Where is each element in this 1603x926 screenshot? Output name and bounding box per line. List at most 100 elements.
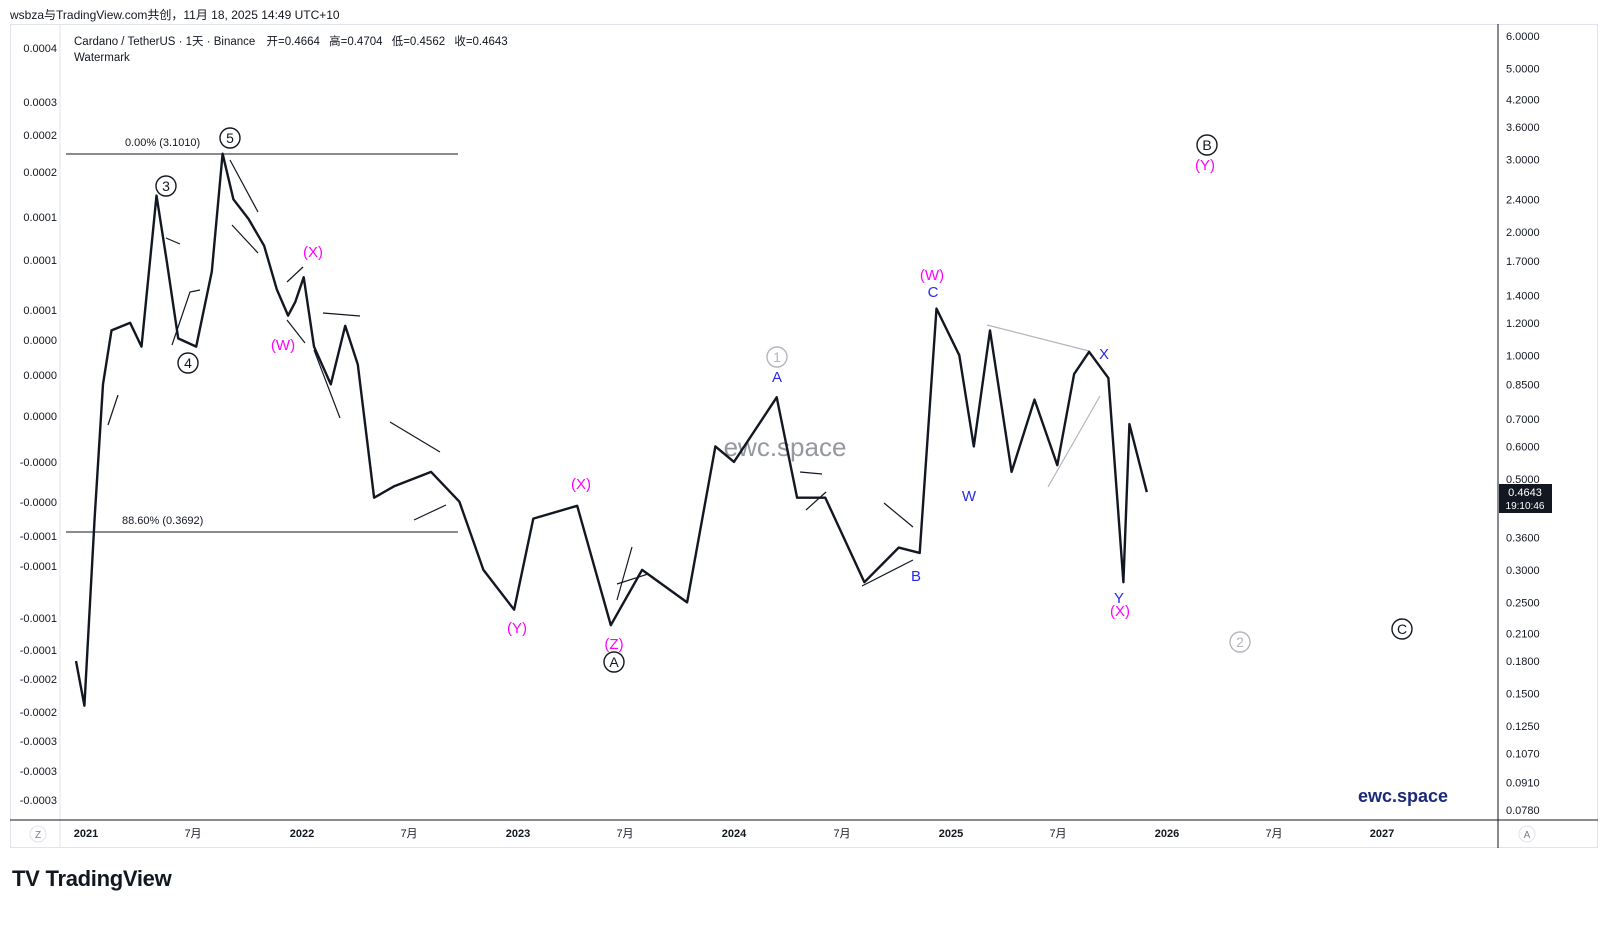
- wave-label-9: 1: [773, 349, 781, 365]
- gray-trendlines[interactable]: [986, 324, 1101, 488]
- left-axis-tick-16: -0.0002: [20, 674, 57, 686]
- right-axis-tick-4: 3.0000: [1506, 155, 1540, 167]
- right-axis-tick-19: 0.1800: [1506, 656, 1540, 668]
- wave-label-6: (X): [571, 476, 591, 493]
- trendline: [231, 224, 259, 254]
- time-axis-tick-11: 7月: [1265, 828, 1282, 840]
- left-axis-tick-20: -0.0003: [20, 795, 57, 807]
- wave-label-circle-1: [177, 352, 199, 374]
- gray-trendline: [986, 324, 1090, 352]
- left-price-axis[interactable]: 0.0004 0.0003 0.0002 0.0002 0.0001 0.0001 0.00…: [20, 43, 57, 807]
- trendline: [286, 319, 306, 344]
- left-axis-tick-0: 0.0004: [23, 43, 57, 55]
- gray-trendline: [1047, 395, 1101, 488]
- left-axis-tick-13: -0.0001: [20, 561, 57, 573]
- legend-close-label: 收: [454, 34, 466, 48]
- right-axis-tick-9: 1.2000: [1506, 318, 1540, 330]
- left-axis-tick-2: 0.0002: [23, 130, 57, 142]
- trendline: [313, 349, 341, 419]
- legend-low-value: =0.4562: [403, 36, 445, 48]
- wave-label-18: B: [1202, 137, 1211, 153]
- tradingview-logo[interactable]: TV TradingView: [12, 866, 172, 892]
- share-caption: wsbza与TradingView.com共创，11月 18, 2025 14:…: [10, 8, 340, 22]
- wave-label-5: (Y): [507, 620, 527, 637]
- time-axis-tick-10: 2026: [1155, 828, 1179, 840]
- wave-label-circle-21: [1391, 618, 1413, 640]
- wedge-drawings[interactable]: [107, 159, 914, 601]
- chart-frame: [10, 24, 1598, 848]
- wave-label-circle-18: [1196, 134, 1218, 156]
- wave-label-16: Y: [1114, 590, 1124, 607]
- left-axis-tick-19: -0.0003: [20, 766, 57, 778]
- right-axis-tick-23: 0.0910: [1506, 778, 1540, 790]
- right-axis-tick-15: 0.3600: [1506, 532, 1540, 544]
- left-axis-tick-17: -0.0002: [20, 707, 57, 719]
- right-axis-tick-1: 5.0000: [1506, 64, 1540, 76]
- left-axis-tick-3: 0.0002: [23, 167, 57, 179]
- trendline: [413, 504, 447, 521]
- time-axis-tick-4: 2023: [506, 828, 530, 840]
- right-axis-tick-21: 0.1250: [1506, 721, 1540, 733]
- wave-label-7: (Z): [604, 636, 623, 653]
- right-axis-tick-17: 0.2500: [1506, 597, 1540, 609]
- right-axis-tick-22: 0.1070: [1506, 749, 1540, 761]
- legend-open-value: =0.4664: [278, 36, 320, 48]
- log-scale-toggle[interactable]: [29, 825, 47, 843]
- time-axis-tick-0: 2021: [74, 828, 98, 840]
- left-axis-tick-14: -0.0001: [20, 613, 57, 625]
- time-axis-tick-2: 2022: [290, 828, 314, 840]
- right-axis-tick-24: 0.0780: [1506, 805, 1540, 817]
- wave-label-circle-8: [603, 651, 625, 673]
- right-axis-tick-3: 3.6000: [1506, 122, 1540, 134]
- right-axis-tick-14: 0.5000: [1506, 474, 1540, 486]
- left-axis-tick-1: 0.0003: [23, 97, 57, 109]
- trendline: [322, 312, 361, 317]
- left-axis-tick-11: -0.0000: [20, 497, 57, 509]
- fib-label-0: 0.00% (3.1010): [125, 137, 200, 149]
- right-axis-tick-13: 0.6000: [1506, 441, 1540, 453]
- price-series-line[interactable]: [74, 152, 1148, 707]
- left-axis-tick-15: -0.0001: [20, 645, 57, 657]
- right-axis-tick-10: 1.0000: [1506, 350, 1540, 362]
- trendline: [883, 502, 914, 528]
- wave-label-12: (W): [920, 267, 944, 284]
- auto-scale-toggle[interactable]: [1518, 825, 1536, 843]
- time-axis-tick-12: 2027: [1370, 828, 1394, 840]
- trendline: [799, 471, 823, 475]
- time-axis-tick-6: 2024: [722, 828, 747, 840]
- right-axis-tick-2: 4.2000: [1506, 95, 1540, 107]
- legend-watermark: Watermark: [74, 52, 130, 64]
- fib-label-886: 88.60% (0.3692): [122, 515, 203, 527]
- legend-high-label: 高: [329, 34, 341, 48]
- wave-label-4: (W): [271, 337, 295, 354]
- right-axis-tick-8: 1.4000: [1506, 290, 1540, 302]
- trendline: [616, 573, 649, 585]
- wave-label-17: (X): [1110, 603, 1130, 620]
- legend-high-value: =0.4704: [341, 36, 383, 48]
- time-axis-tick-1: 7月: [184, 828, 201, 840]
- right-axis-tick-5: 2.4000: [1506, 194, 1540, 206]
- left-axis-tick-10: -0.0000: [20, 457, 57, 469]
- legend-open-label: 开: [267, 36, 279, 48]
- trendline: [286, 266, 304, 283]
- wave-label-14: W: [962, 488, 977, 505]
- wave-label-19: (Y): [1195, 157, 1215, 174]
- left-axis-tick-4: 0.0001: [23, 212, 57, 224]
- right-axis-tick-0: 6.0000: [1506, 31, 1540, 43]
- right-price-axis[interactable]: 6.0000 5.0000 4.2000 3.6000 3.0000 2.4000 2.00…: [1506, 31, 1540, 817]
- time-axis-tick-8: 2025: [939, 828, 963, 840]
- trendline: [229, 159, 259, 213]
- time-axis[interactable]: 2021 7月 2022 7月 2023 7月 2024 7月 2025 7月 2026 7月 2027: [74, 828, 1394, 840]
- wave-label-13: C: [928, 284, 939, 301]
- legend-close-value: =0.4643: [466, 36, 508, 48]
- legend-line: Cardano / TetherUS · 1天 · Binance 开=0.46…: [74, 34, 508, 48]
- tradingview-logo-icon: TV: [12, 866, 40, 891]
- wave-label-circle-2: [219, 127, 241, 149]
- wave-label-10: A: [772, 369, 782, 386]
- right-axis-tick-16: 0.3000: [1506, 565, 1540, 577]
- right-axis-tick-18: 0.2100: [1506, 629, 1540, 641]
- right-axis-tick-20: 0.1500: [1506, 689, 1540, 701]
- trendline: [165, 237, 181, 245]
- time-axis-tick-7: 7月: [833, 828, 850, 840]
